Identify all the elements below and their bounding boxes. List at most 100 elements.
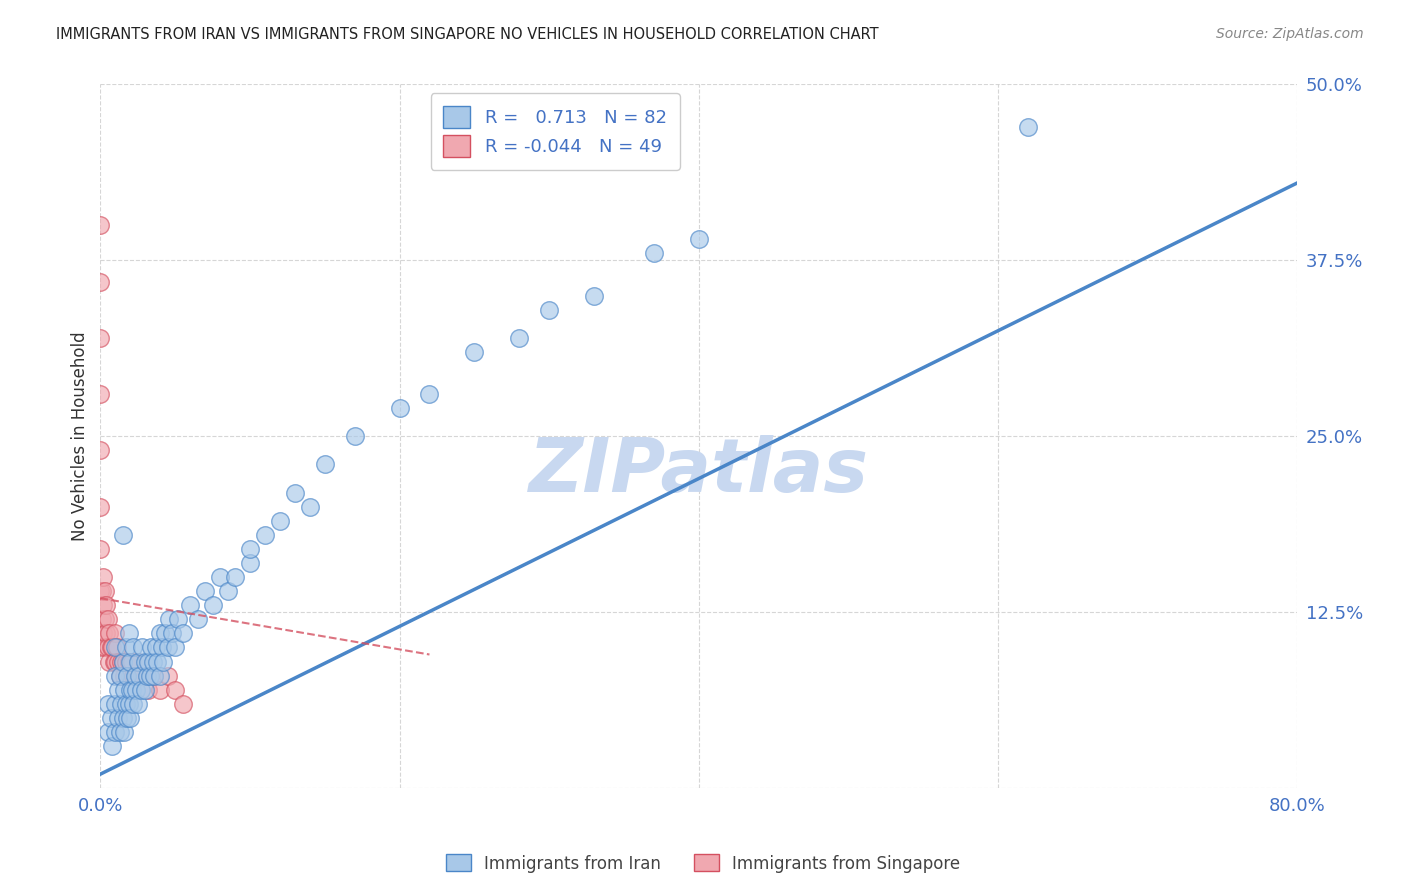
Point [269,514,291,528]
Point [141,640,163,655]
Point [143,668,166,682]
Point [89,584,111,599]
Point [94,584,117,599]
Point [343,429,366,443]
Point [112,668,135,682]
Y-axis label: No Vehicles in Household: No Vehicles in Household [72,332,89,541]
Point [120,682,142,697]
Point [172,697,194,711]
Point [121,655,143,669]
Legend: R =   0.713   N = 82, R = -0.044   N = 49: R = 0.713 N = 82, R = -0.044 N = 49 [430,94,679,170]
Text: IMMIGRANTS FROM IRAN VS IMMIGRANTS FROM SINGAPORE NO VEHICLES IN HOUSEHOLD CORRE: IMMIGRANTS FROM IRAN VS IMMIGRANTS FROM … [56,27,879,42]
Point [136,655,159,669]
Point [194,584,217,599]
Point [108,668,131,682]
Point [100,640,122,655]
Point [105,640,128,655]
Point [127,655,149,669]
Point [149,626,172,640]
Point [463,344,485,359]
Point [94,612,117,626]
Point [160,626,183,640]
Point [172,626,194,640]
Point [208,570,231,584]
Point [117,668,139,682]
Point [156,668,179,682]
Point [120,668,142,682]
Point [97,725,120,739]
Point [114,640,136,655]
Text: ZIPatlas: ZIPatlas [529,435,869,508]
Point [117,711,139,725]
Point [128,668,150,682]
Point [314,458,336,472]
Point [94,640,117,655]
Point [97,697,120,711]
Point [149,682,172,697]
Point [112,682,135,697]
Point [239,556,262,570]
Point [253,528,276,542]
Point [93,599,115,613]
Point [187,612,209,626]
Point [89,275,111,289]
Point [107,711,129,725]
Point [135,668,157,682]
Point [98,626,121,640]
Point [121,682,143,697]
Point [118,655,141,669]
Point [104,725,127,739]
Point [538,302,561,317]
Point [131,640,153,655]
Legend: Immigrants from Iran, Immigrants from Singapore: Immigrants from Iran, Immigrants from Si… [439,847,967,880]
Point [89,443,111,458]
Point [90,640,112,655]
Point [93,626,115,640]
Point [100,711,122,725]
Point [107,682,129,697]
Point [179,599,201,613]
Point [217,584,239,599]
Point [388,401,411,416]
Point [127,697,149,711]
Point [131,668,153,682]
Point [418,387,440,401]
Point [96,599,118,613]
Point [122,640,145,655]
Point [298,500,321,514]
Point [508,331,530,345]
Point [98,655,121,669]
Point [111,655,134,669]
Point [156,640,179,655]
Point [134,655,156,669]
Point [108,668,131,682]
Point [153,626,176,640]
Point [93,570,115,584]
Point [111,655,134,669]
Point [122,697,145,711]
Point [167,612,190,626]
Point [104,697,127,711]
Point [201,599,224,613]
Point [117,668,139,682]
Point [688,232,710,246]
Point [138,668,160,682]
Point [129,682,152,697]
Point [101,739,124,753]
Point [1017,120,1039,134]
Point [97,612,120,626]
Point [149,668,172,682]
Point [89,218,111,232]
Point [89,500,111,514]
Point [134,682,156,697]
Point [104,640,127,655]
Point [104,626,127,640]
Point [284,485,307,500]
Point [103,655,125,669]
Point [143,668,166,682]
Point [111,711,134,725]
Point [104,655,127,669]
Point [108,725,131,739]
Point [90,612,112,626]
Point [112,725,135,739]
